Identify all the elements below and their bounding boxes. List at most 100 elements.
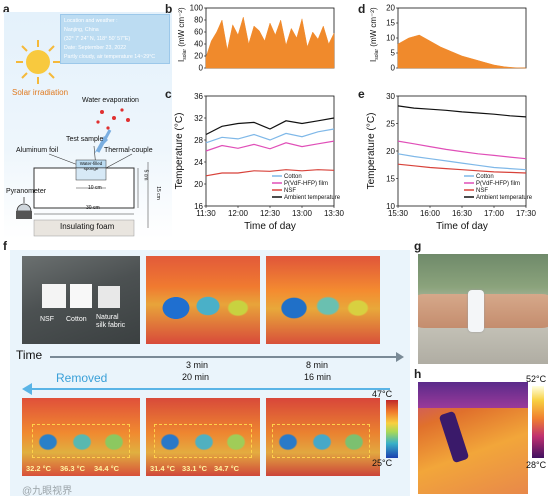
fabric-patch-silk — [98, 286, 120, 308]
x-tick-label: 15:30 — [388, 209, 409, 218]
background-thermal — [418, 382, 528, 408]
series-line — [205, 128, 335, 144]
panel-label-b: b — [165, 2, 173, 16]
panel-label-c: c — [165, 87, 172, 101]
wrist-scale-min: 28°C — [526, 460, 547, 470]
reading-box — [32, 424, 130, 458]
series-line — [205, 117, 335, 136]
fabric-patch-cotton — [70, 284, 92, 308]
y-tick-label: 0 — [391, 64, 396, 73]
thermal-couple-label: Thermal-couple — [104, 147, 153, 154]
time-axis-arrowhead — [396, 352, 404, 362]
temperature-reading: 34.7 °C — [214, 464, 240, 473]
x-axis-label: Time of day — [436, 221, 488, 232]
solar-area-series — [397, 34, 527, 69]
panel-label-e: e — [358, 87, 365, 101]
solar-area-series — [205, 16, 335, 69]
time-mark: 16 min — [304, 372, 332, 382]
series-line — [397, 153, 527, 171]
legend-label: NSF — [476, 188, 488, 194]
dim-30cm: 30 cm — [86, 205, 100, 211]
x-tick-label: 12:30 — [260, 209, 281, 218]
time-mark: 20 min — [182, 372, 210, 382]
sponge-label: Water-filled sponge — [79, 161, 103, 171]
y-tick-label: 80 — [194, 16, 203, 25]
series-line — [397, 163, 527, 174]
y-tick-label: 32 — [194, 114, 203, 123]
time-mark: 3 min — [186, 360, 209, 370]
reading-box — [272, 424, 370, 458]
wrist-scale-max: 52°C — [526, 374, 547, 384]
dim-15cm: 15 cm — [154, 186, 161, 200]
series-line — [205, 140, 335, 152]
x-tick-label: 16:30 — [452, 209, 473, 218]
legend-label: Ambient temperature — [476, 195, 533, 201]
temperature-reading: 36.3 °C — [60, 464, 86, 473]
thermal-image — [146, 256, 260, 344]
wrist-photo — [418, 254, 548, 364]
info-line: (32° 7' 24" N, 118° 50' 57"E) — [64, 36, 131, 42]
legend-label: P(VdF-HFP) film — [476, 181, 520, 187]
chart-d-solar: 0 5 10 15 20 Isolar (mW cm⁻²) — [369, 4, 527, 73]
pyranometer-label: Pyranometer — [6, 188, 47, 195]
y-tick-label: 16 — [194, 202, 203, 211]
panel-label-f: f — [3, 239, 7, 253]
time-axis-label: Time — [16, 348, 43, 362]
y-tick-label: 36 — [194, 92, 203, 101]
temperature-reading: 32.2 °C — [26, 464, 52, 473]
removed-arrowhead — [22, 383, 32, 395]
info-line: Nanjing, China — [64, 27, 99, 33]
y-tick-label: 40 — [194, 40, 203, 49]
fabric-patch-nsf — [42, 284, 66, 308]
sample-label-nsf: NSF — [40, 316, 54, 323]
y-tick-label: 24 — [194, 158, 203, 167]
removed-arrow-line — [30, 388, 390, 390]
pyranometer-icon — [16, 197, 32, 219]
x-tick-label: 17:00 — [484, 209, 505, 218]
chart-c-temperature: 16 20 24 28 32 36 11:30 12:00 12:30 13:00 13:30 Tim… — [174, 92, 345, 232]
time-mark: 8 min — [306, 360, 329, 370]
x-axis-label: Time of day — [244, 221, 296, 232]
reading-box — [154, 424, 252, 458]
x-tick-label: 17:30 — [516, 209, 537, 218]
legend-label: P(VdF-HFP) film — [284, 181, 328, 187]
wristband — [468, 290, 484, 332]
series-line — [397, 140, 527, 160]
sample-label-cotton: Cotton — [66, 316, 87, 323]
aluminum-foil-label: Aluminum foil — [16, 147, 59, 154]
x-tick-label: 16:00 — [420, 209, 441, 218]
thermal-image — [22, 398, 140, 476]
wristband-thermal — [438, 410, 470, 464]
y-tick-label: 10 — [386, 202, 395, 211]
y-axis-label: Isolar (mW cm⁻²) — [177, 7, 188, 62]
thermal-image — [146, 398, 260, 476]
y-tick-label: 20 — [386, 4, 395, 13]
legend-label: NSF — [284, 188, 296, 194]
y-axis-label: Isolar (mW cm⁻²) — [369, 7, 380, 62]
y-tick-label: 100 — [190, 4, 204, 13]
sample-label-silk: Natural silk fabric — [96, 314, 126, 329]
location-info-box: Location and weather : Nanjing, China (3… — [60, 14, 170, 64]
y-tick-label: 25 — [386, 120, 395, 129]
wrist-color-scale — [532, 386, 544, 458]
sun-icon — [16, 40, 60, 84]
time-axis-line — [50, 356, 400, 358]
legend-label: Ambient temperature — [284, 195, 341, 201]
water-evaporation-label: Water evaporation — [82, 97, 139, 104]
legend-label: Cotton — [476, 174, 494, 180]
dim-5cm: 5 cm — [142, 169, 149, 181]
dim-10cm: 10 cm — [88, 185, 102, 191]
info-line: Location and weather : — [64, 18, 118, 24]
legend-label: Cotton — [284, 174, 302, 180]
info-line: Partly cloudy, air temperature 14~29°C — [64, 54, 156, 60]
scale-min-label: 25°C — [372, 458, 393, 468]
insulating-foam-label: Insulating foam — [60, 222, 115, 231]
temperature-reading: 33.1 °C — [182, 464, 208, 473]
panel-label-d: d — [358, 2, 366, 16]
y-tick-label: 20 — [386, 147, 395, 156]
plot-frame — [205, 95, 335, 207]
y-tick-label: 15 — [386, 19, 395, 28]
foam-box-diagram — [33, 145, 149, 237]
sample-photo: NSF Cotton Natural silk fabric — [22, 256, 140, 344]
